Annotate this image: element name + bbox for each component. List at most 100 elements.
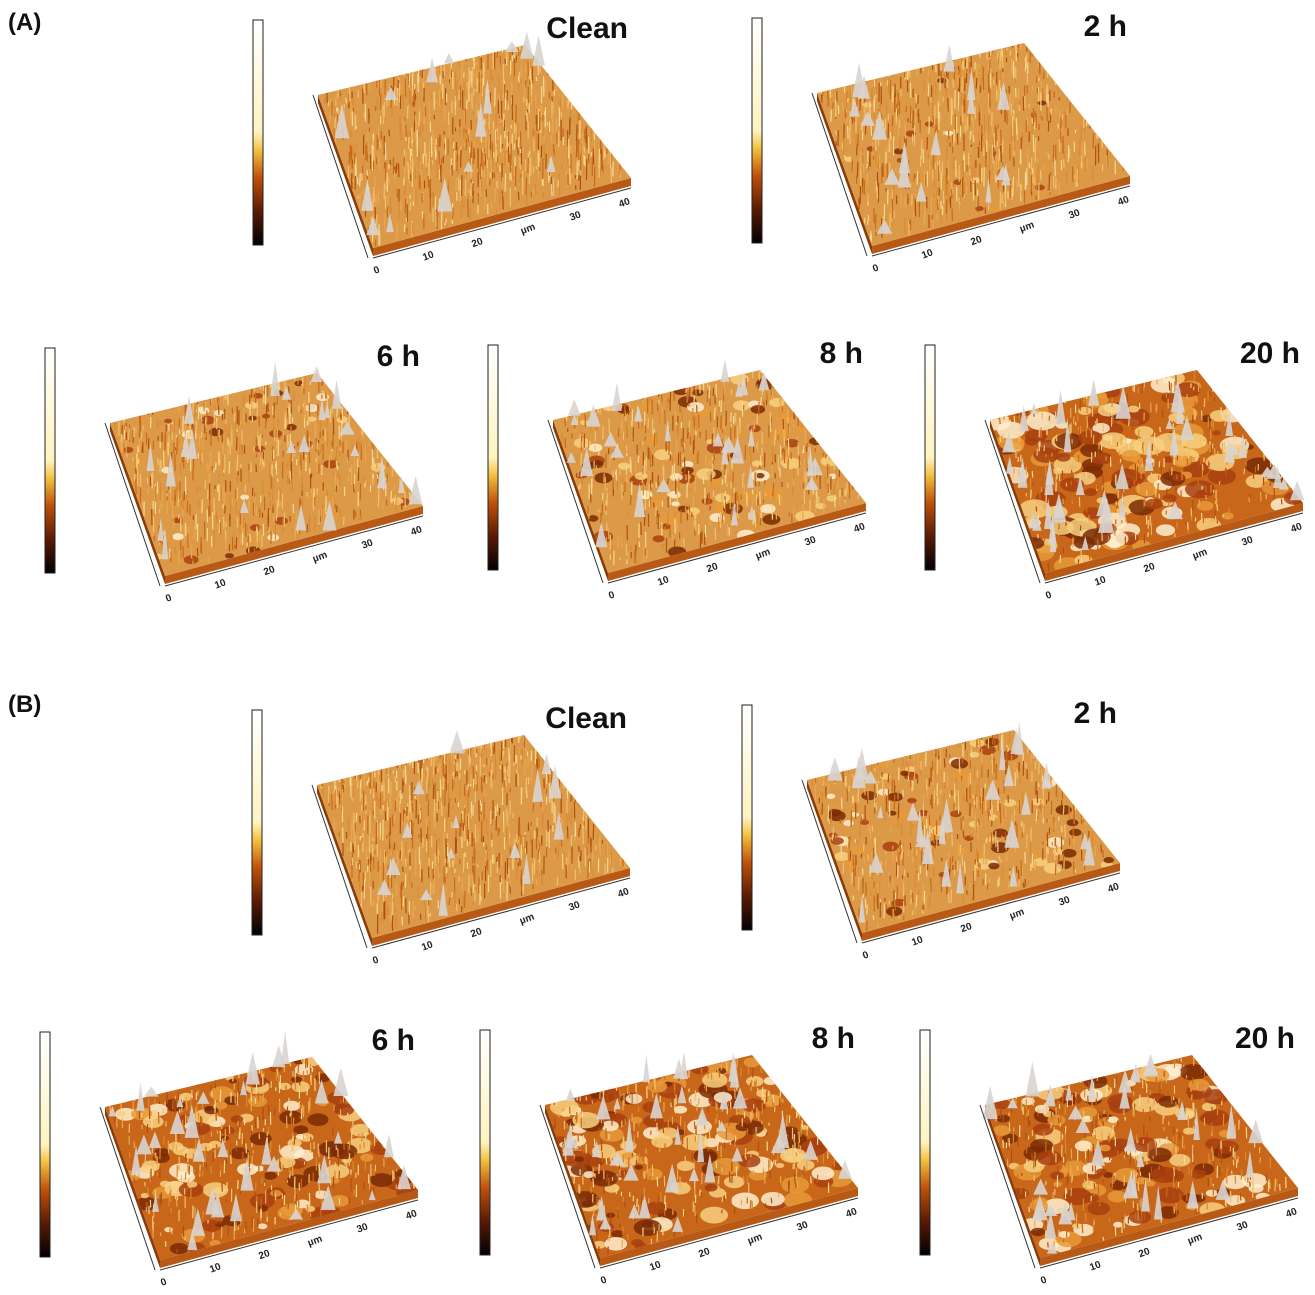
axis-tick-label: 30 [1067, 207, 1082, 221]
surface-peak [311, 366, 323, 382]
texture-blob [1025, 429, 1047, 442]
texture-blob [305, 494, 313, 499]
texture-blob [1135, 426, 1154, 437]
texture-blob [809, 437, 822, 445]
axis-tick-label: 10 [213, 577, 228, 591]
texture-blob [305, 404, 318, 412]
texture-blob [762, 514, 780, 525]
texture-blob [681, 467, 693, 474]
texture-blob [640, 403, 653, 411]
axis-tick-label: 40 [616, 886, 631, 900]
surface-peak [568, 399, 581, 415]
image-title: 2 h [1084, 10, 1127, 43]
surface-peak [505, 41, 519, 52]
axis-tick-label: 10 [920, 247, 935, 261]
texture-blob [1163, 494, 1177, 503]
texture-blob [1212, 431, 1220, 436]
surface [110, 373, 423, 576]
texture-blob [308, 417, 317, 422]
texture-blob [653, 535, 665, 542]
axis-tick-label: 0 [607, 589, 616, 601]
afm-image: 01020µm30402 h [752, 10, 1131, 275]
axis-tick-label: 20 [469, 926, 484, 940]
afm-image: 01020µm30408 h [488, 337, 867, 602]
axis-tick-label: 20 [969, 234, 984, 248]
color-bar [925, 345, 935, 570]
texture-blob [172, 533, 184, 540]
texture-blob [253, 393, 262, 399]
surface-peak [1031, 403, 1038, 414]
axis-tick-label: µm [311, 550, 329, 565]
axis-tick-label: µm [1191, 547, 1209, 562]
color-bar [252, 710, 262, 935]
figure: (A)01020µm3040Clean01020µm30402 h01020µm… [0, 0, 1315, 1295]
texture-blob [769, 398, 784, 407]
afm-image: 01020µm30402 h [742, 697, 1121, 962]
surface-peak [720, 359, 729, 382]
image-title: 20 h [1240, 337, 1300, 370]
axis-tick-label: 40 [617, 196, 632, 210]
axis-tick-label: 20 [705, 561, 720, 575]
axis-tick-label: 40 [1116, 194, 1131, 208]
texture-blob [711, 479, 723, 486]
texture-blob [1154, 433, 1186, 452]
texture-blob [772, 427, 790, 438]
afm-image: 0 10 20 µm 30 40 Clean [253, 12, 632, 277]
axis-tick-label: 30 [360, 537, 375, 551]
texture-blob [618, 463, 630, 470]
afm-image: 01020µm304020 h [925, 337, 1306, 602]
texture-blob [1098, 404, 1119, 416]
surface-peak [520, 31, 533, 58]
axis-tick-label: 10 [421, 249, 436, 263]
texture-blob [706, 439, 714, 444]
texture-blob [123, 447, 133, 453]
texture-blob [225, 553, 234, 558]
color-bar [253, 20, 263, 245]
surface-peak [444, 53, 454, 63]
surface-peak [612, 383, 622, 411]
axis-tick-label: 40 [852, 521, 867, 535]
texture-blob [1132, 457, 1143, 464]
texture-blob [1099, 432, 1127, 449]
axis-tick-label: µm [519, 222, 537, 237]
texture-blob [733, 400, 750, 410]
axis-tick-label: 0 [371, 954, 380, 966]
axis-tick-label: 0 [372, 264, 381, 276]
texture-blob [975, 206, 984, 211]
axis-tick-label: µm [754, 547, 772, 562]
panel-label: (A) [8, 9, 41, 36]
axis-tick-label: 10 [420, 939, 435, 953]
texture-blob [269, 430, 282, 438]
axis-tick-label: 0 [1044, 589, 1053, 601]
axis-tick-label: 30 [1240, 534, 1255, 548]
image-title: Clean [546, 12, 628, 45]
axis-tick-label: 20 [470, 236, 485, 250]
image-title: 8 h [820, 337, 863, 370]
texture-blob [267, 534, 279, 541]
texture-blob [1151, 376, 1178, 392]
image-title: 6 h [377, 340, 420, 373]
color-bar [752, 18, 762, 243]
axis-tick-label: 0 [164, 592, 173, 604]
image-title: Clean [545, 702, 627, 735]
axis-tick-label: µm [518, 912, 536, 927]
surface-peak [1088, 379, 1099, 406]
afm-image: 0 10 20 µm 30 40 6 h [45, 340, 424, 605]
axis-tick-label: 40 [1289, 521, 1304, 535]
texture-blob [795, 426, 806, 433]
axis-tick-label: 20 [262, 564, 277, 578]
axis-tick-label: µm [1018, 220, 1036, 235]
axis-tick-label: 30 [803, 534, 818, 548]
texture-blob [1156, 524, 1175, 536]
texture-blob [1084, 488, 1097, 496]
texture-blob [1172, 473, 1185, 481]
afm-image: 01020µm3040Clean [252, 702, 631, 967]
axis-tick-label: 30 [568, 209, 583, 223]
texture-blob [1091, 452, 1112, 465]
color-bar [45, 348, 55, 573]
axis-tick-label: 40 [409, 524, 424, 538]
texture-blob [671, 501, 679, 506]
texture-blob [1145, 499, 1163, 510]
texture-blob [760, 504, 775, 513]
surface-peak [944, 45, 955, 72]
